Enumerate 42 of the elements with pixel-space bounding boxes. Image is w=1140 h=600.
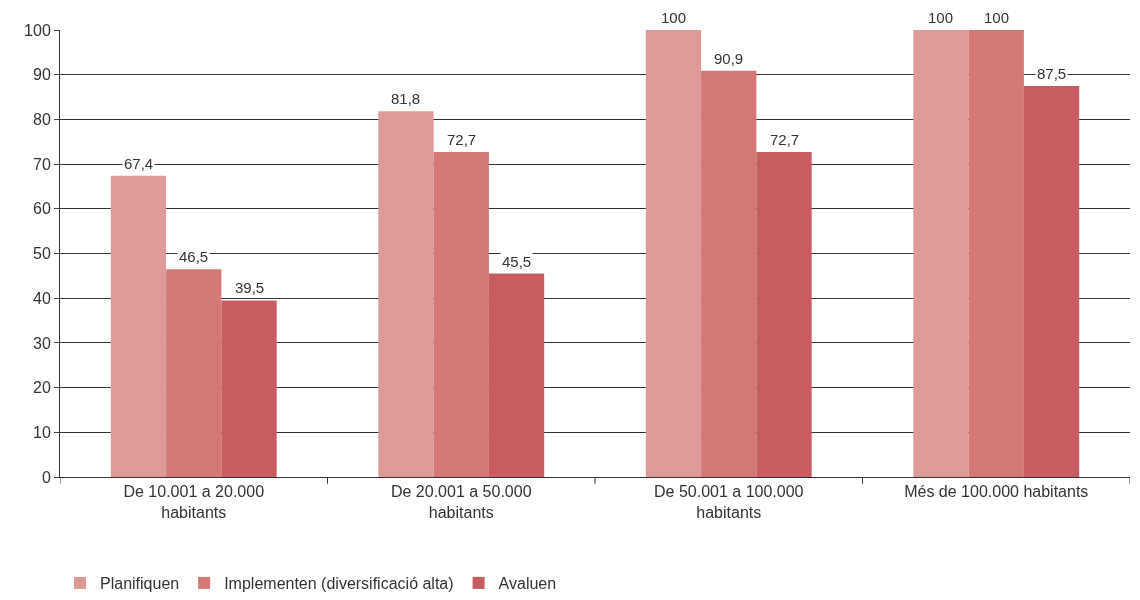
data-label: 72,7 [447,131,477,148]
data-label: 72,7 [770,131,800,148]
bar [488,273,545,477]
data-label: 45,5 [502,253,532,270]
data-label: 100 [928,9,954,26]
data-label: 67,4 [124,155,154,172]
bar [645,30,702,477]
legend-label: Avaluen [498,575,557,593]
data-label: 90,9 [714,50,744,67]
y-tick-label: 20 [33,379,51,397]
y-tick-label: 90 [33,66,51,84]
y-tick-label: 80 [33,111,51,128]
data-label: 100 [661,9,687,26]
data-label: 81,8 [391,90,421,107]
bar [913,30,969,477]
bar [221,300,277,477]
x-tick-label: De 50.001 a 100.000 habitants [654,483,804,521]
y-tick-label: 30 [33,334,51,352]
data-label: 39,5 [235,279,265,296]
y-tick-label: 0 [41,468,51,486]
data-label: 87,5 [1037,65,1067,82]
y-tick-label: 10 [33,423,51,441]
y-tick-label: 60 [33,200,51,218]
y-tick-label: 50 [33,245,51,263]
bar [756,152,812,477]
data-label: 100 [984,9,1010,26]
y-tick-label: 40 [33,289,51,307]
bar [110,175,167,477]
x-tick-label: De 10.001 a 20.000 habitants [123,483,265,521]
legend-label: Implementen (diversificació alta) [224,575,454,593]
data-label: 46,5 [179,248,209,265]
bar [433,152,489,477]
bar [1023,85,1080,477]
legend-label: Planifiquen [100,575,180,593]
bar [166,269,222,477]
bar [968,30,1024,477]
x-tick-label: De 20.001 a 50.000 habitants [390,483,532,521]
y-tick-label: 100 [24,21,51,39]
bar [701,70,757,477]
y-tick-label: 70 [33,155,51,173]
bar [378,111,434,477]
x-tick-label: Més de 100.000 habitants [904,483,1089,501]
